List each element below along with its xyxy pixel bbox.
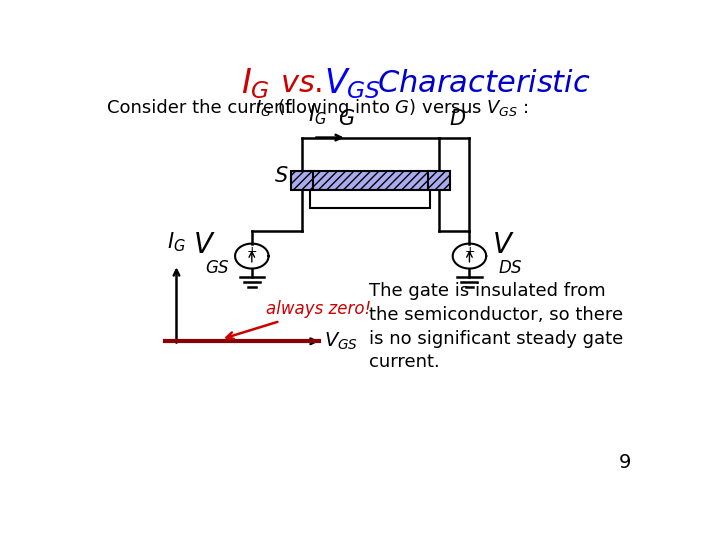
Bar (310, 190, 431, 208)
Text: +: + (464, 245, 474, 258)
Text: $\it{V}$: $\it{V}$ (492, 232, 514, 259)
Text: $\it{I_G}$: $\it{I_G}$ (255, 98, 271, 118)
Text: D: D (450, 109, 466, 129)
Text: $\it{GS}$: $\it{GS}$ (204, 260, 230, 277)
Text: $\it{I_G}$: $\it{I_G}$ (240, 66, 269, 101)
Text: oxide: oxide (351, 173, 390, 187)
Bar (428, 171, 450, 190)
Text: The gate is insulated from
the semiconductor, so there
is no significant steady : The gate is insulated from the semicondu… (369, 282, 624, 371)
Text: $\it{vs.}$: $\it{vs.}$ (280, 68, 322, 99)
Text: $\it{V_{GS}}$: $\it{V_{GS}}$ (324, 330, 358, 352)
Text: +: + (246, 245, 257, 258)
Text: 9: 9 (619, 453, 631, 472)
Text: (flowing into $\it{G}$) versus $\it{V_{GS}}$ :: (flowing into $\it{G}$) versus $\it{V_{G… (277, 97, 528, 119)
Bar (291, 171, 313, 190)
Text: $\it{V_{GS}}$: $\it{V_{GS}}$ (324, 66, 382, 101)
Text: semiconductor: semiconductor (319, 192, 422, 206)
Text: G: G (338, 109, 354, 129)
Text: Consider the current: Consider the current (107, 99, 298, 118)
Text: $\it{V}$: $\it{V}$ (193, 232, 215, 259)
Text: always zero!: always zero! (227, 300, 371, 339)
Text: $\it{Characteristic}$: $\it{Characteristic}$ (377, 68, 591, 99)
Bar (310, 171, 431, 190)
Text: S: S (275, 166, 288, 186)
Text: $\it{I_G}$: $\it{I_G}$ (167, 231, 186, 254)
Text: $\it{I_G}$: $\it{I_G}$ (307, 104, 326, 127)
Text: $\it{DS}$: $\it{DS}$ (498, 260, 523, 277)
